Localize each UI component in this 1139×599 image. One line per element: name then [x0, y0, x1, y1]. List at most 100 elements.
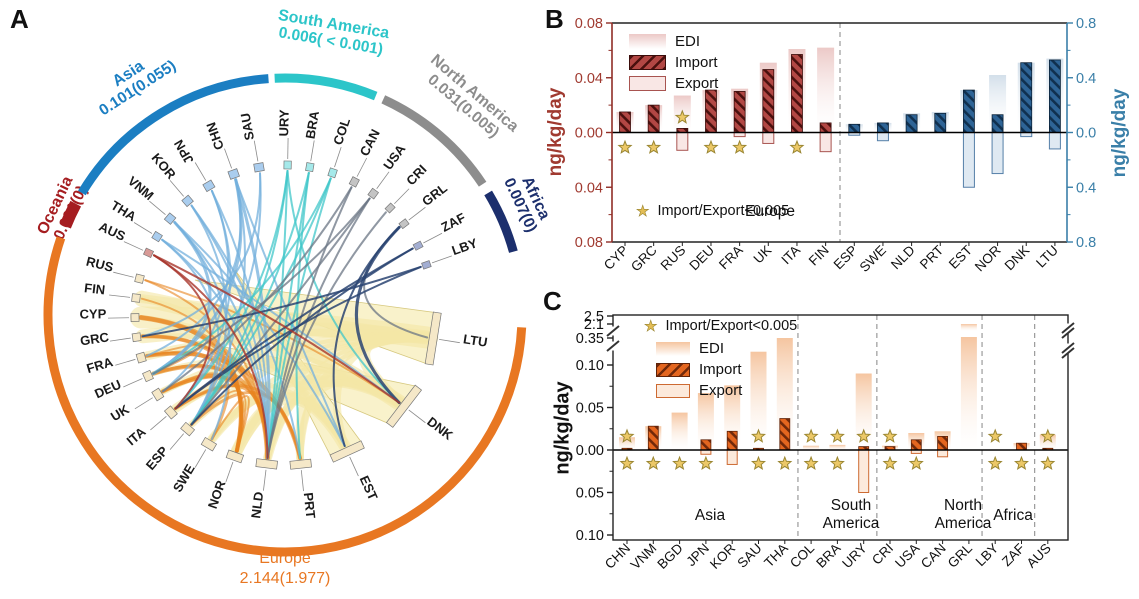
country-label-ZAF: ZAF — [439, 210, 468, 235]
country-label-NLD: NLD — [248, 491, 266, 519]
x-tick-label-SWE: SWE — [857, 243, 889, 275]
y-tick-label-right: 0.8 — [1076, 235, 1096, 251]
x-tick-label-ZAF: ZAF — [999, 541, 1028, 570]
bar-import-UK — [762, 69, 775, 133]
export-swatch — [629, 76, 666, 91]
star-marker — [703, 139, 719, 154]
country-node-AUS — [142, 247, 155, 259]
country-node-GRL — [398, 218, 410, 230]
country-label-UK: UK — [108, 401, 132, 424]
country-node-SAU — [253, 162, 265, 173]
country-label-DEU: DEU — [92, 377, 123, 402]
axis-break-icon — [606, 325, 620, 337]
leader-line-LBY — [431, 255, 452, 264]
country-label-SAU: SAU — [237, 112, 257, 142]
x-tick-label-THA: THA — [761, 541, 791, 571]
country-label-LTU: LTU — [462, 331, 488, 350]
country-label-COL: COL — [330, 116, 353, 147]
continent-arc-asia — [77, 74, 269, 196]
edi-label: EDI — [699, 340, 725, 357]
y-tick-label: 0.35 — [576, 331, 604, 347]
y-tick-label-left: 0.04 — [575, 180, 603, 196]
x-tick-label-KOR: KOR — [707, 540, 738, 571]
country-node-KOR — [181, 194, 194, 208]
bar-edi-COL — [803, 445, 820, 450]
legend-row-export: Export — [656, 380, 742, 401]
country-node-BRA — [305, 162, 315, 173]
country-label-CRI: CRI — [403, 162, 429, 188]
x-tick-label-SAU: SAU — [734, 541, 764, 571]
leader-line-DNK — [408, 409, 426, 424]
x-tick-label-JPN: JPN — [683, 541, 712, 570]
panel-c-axis-title: ng/kg/day — [551, 381, 574, 475]
country-node-LBY — [421, 260, 432, 270]
star-marker — [619, 428, 635, 443]
y-tick-label: 0.05 — [576, 401, 604, 417]
country-node-RUS — [134, 273, 145, 284]
star-marker — [751, 455, 766, 471]
star-marker — [803, 428, 819, 443]
country-label-FRA: FRA — [85, 354, 115, 376]
continent-value: 2.144(1.977) — [239, 570, 331, 587]
continent-arc-europe — [43, 236, 527, 557]
chord-flow-VNM-EST — [173, 221, 346, 447]
country-node-PRT — [289, 458, 312, 470]
country-label-ESP: ESP — [143, 443, 172, 473]
x-tick-label-PRT: PRT — [917, 243, 947, 273]
bar-import-ESP — [848, 123, 861, 133]
bar-import-KOR — [726, 430, 738, 451]
bar-import-SWE — [877, 122, 889, 133]
chord-flow-RUS-DNK — [144, 279, 401, 404]
country-node-VNM — [163, 212, 177, 225]
x-tick-label-USA: USA — [892, 541, 922, 571]
country-label-KOR: KOR — [149, 150, 180, 182]
country-label-SWE: SWE — [170, 461, 198, 494]
bar-import-CAN — [937, 435, 948, 451]
country-label-USA: USA — [380, 141, 409, 173]
leader-line-FIN — [109, 294, 131, 298]
chord-flow-THA-ESP — [161, 238, 220, 426]
bar-export-EST — [962, 132, 975, 188]
bar-import-JPN — [700, 439, 712, 451]
bar-export-KOR — [726, 449, 738, 465]
country-node-SWE — [200, 436, 218, 452]
y-tick-label: 0.00 — [576, 443, 604, 459]
x-tick-label-LTU: LTU — [1033, 243, 1061, 271]
y-tick-label-right: 0.4 — [1076, 71, 1096, 87]
bar-import-EST — [963, 89, 975, 133]
star-note-text: Import/Export<0.005 — [665, 318, 798, 334]
axis-break-icon — [1061, 327, 1075, 339]
country-label-JPN: JPN — [171, 137, 197, 166]
country-label-FIN: FIN — [83, 280, 106, 297]
chord-flow-FIN-NOR — [140, 297, 242, 452]
star-marker — [1040, 455, 1056, 471]
star-icon: ★ — [636, 203, 650, 221]
region-label-north-america: North America — [934, 497, 992, 532]
bar-import-CYP — [619, 111, 631, 133]
leader-line-COL — [334, 147, 342, 168]
import-label: Import — [675, 54, 718, 71]
axis-break-icon — [1061, 322, 1075, 334]
region-label-asia: Asia — [694, 507, 726, 524]
chord-flow-JPN-NLD — [210, 189, 270, 459]
leader-line-CHN — [224, 148, 233, 169]
country-label-GRL: GRL — [419, 180, 450, 209]
y-tick-label-right: 0.0 — [1076, 126, 1096, 142]
country-node-EST — [329, 440, 365, 463]
country-label-EST: EST — [357, 473, 381, 502]
continent-arc-south-america — [274, 73, 378, 101]
bar-import-LTU — [1049, 59, 1061, 133]
country-node-CRI — [384, 202, 396, 214]
export-label: Export — [675, 75, 719, 92]
y-tick-label-left: 0.00 — [575, 126, 603, 142]
country-node-COL — [327, 167, 338, 179]
star-marker — [732, 139, 748, 154]
country-node-CYP — [130, 313, 140, 322]
panel-a-letter: A — [10, 4, 29, 34]
x-tick-label-URY: URY — [839, 541, 870, 572]
chord-flow-LBY-ITA — [174, 265, 422, 410]
star-marker — [674, 109, 690, 124]
bar-import-THA — [779, 418, 791, 451]
bar-edi-AUS — [1039, 434, 1056, 450]
bar-export-CAN — [937, 449, 949, 458]
